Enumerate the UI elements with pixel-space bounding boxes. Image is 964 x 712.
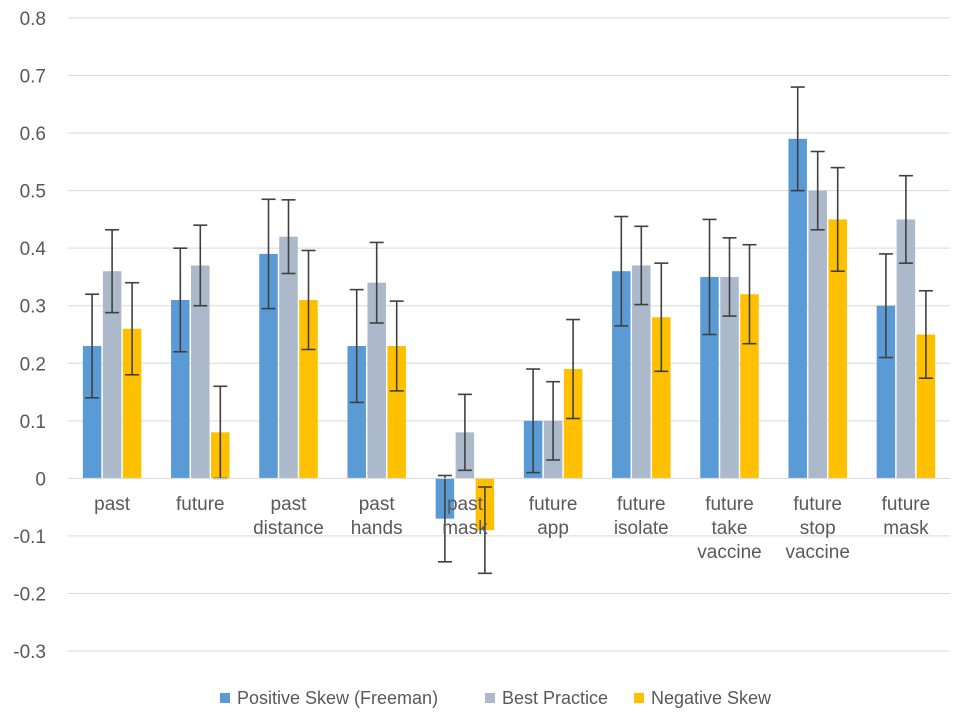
bar: [828, 219, 847, 479]
legend-label: Best Practice: [502, 688, 608, 708]
category-label: past distance: [253, 494, 324, 539]
bar: [279, 236, 298, 479]
error-bar: [349, 288, 364, 404]
error-bar: [389, 300, 404, 392]
error-bar: [437, 474, 452, 563]
error-bar: [526, 368, 541, 474]
category-labels: past future past distance past hands past mask f…: [94, 494, 930, 563]
category-label: past mask: [442, 494, 488, 539]
error-bar: [918, 289, 933, 380]
category-label: future isolate: [614, 494, 669, 539]
legend-item: Positive Skew (Freeman): [220, 688, 438, 708]
bar: [347, 346, 366, 479]
legend-label: Positive Skew (Freeman): [237, 688, 438, 708]
bar: [299, 299, 318, 479]
gridlines: [68, 17, 950, 652]
category-label: future take vaccine: [697, 494, 761, 563]
category-label: future stop vaccine: [785, 494, 849, 563]
error-bar: [810, 150, 825, 231]
error-bar: [281, 199, 296, 275]
bar: [171, 299, 190, 479]
error-bar: [878, 253, 893, 359]
y-tick-label: 0: [35, 469, 46, 490]
error-bar: [566, 318, 581, 420]
category-label: future: [176, 494, 225, 515]
legend: Positive Skew (Freeman) Best Practice Nega…: [220, 688, 772, 708]
bar: [563, 369, 583, 479]
bar: [916, 334, 936, 479]
error-bar: [125, 281, 140, 376]
bars: [82, 138, 936, 531]
bar: [896, 219, 916, 479]
error-bar: [261, 198, 276, 310]
error-bar: [105, 228, 120, 314]
y-tick-label: 0.5: [20, 182, 46, 203]
y-tick-label: 0.2: [20, 354, 46, 375]
legend-swatch: [485, 693, 495, 703]
error-bar: [790, 86, 805, 192]
y-tick-label: 0.1: [20, 412, 46, 433]
error-bar: [830, 166, 845, 273]
legend-label: Negative Skew: [651, 688, 772, 708]
error-bar: [477, 486, 492, 575]
error-bar: [614, 215, 629, 327]
bar: [82, 346, 102, 479]
bar: [612, 271, 631, 479]
category-label: future mask: [882, 494, 931, 539]
bar: [102, 271, 122, 479]
bar: [808, 190, 827, 479]
bar: [122, 328, 142, 479]
error-bar: [369, 241, 384, 324]
error-bar: [634, 225, 649, 306]
y-axis: 0.8 0.7 0.6 0.5 0.4 0.3 0.2 0.1 0 -0.1 -0.2 -0.3: [13, 9, 46, 663]
category-label: future app: [529, 494, 578, 539]
y-tick-label: 0.8: [20, 9, 46, 30]
error-bar: [546, 380, 561, 461]
bar: [876, 305, 896, 479]
error-bar: [301, 249, 316, 351]
y-tick-label: 0.4: [20, 239, 47, 260]
bar: [259, 253, 278, 479]
bar: [700, 276, 719, 479]
y-tick-label: -0.3: [13, 642, 46, 663]
legend-item: Negative Skew: [634, 688, 772, 708]
bar: [191, 265, 210, 479]
bar: [367, 282, 386, 479]
y-tick-label: -0.1: [13, 527, 46, 548]
error-bar: [85, 293, 100, 399]
error-bar: [742, 243, 757, 345]
y-tick-label: 0.6: [20, 124, 46, 145]
category-label: past hands: [351, 494, 403, 539]
bar: [652, 317, 671, 479]
error-bar: [173, 247, 188, 353]
legend-item: Best Practice: [485, 688, 608, 708]
legend-swatch: [634, 693, 644, 703]
error-bar: [722, 237, 737, 317]
y-tick-label: 0.3: [20, 297, 46, 318]
category-label: past: [94, 494, 131, 515]
error-bar: [193, 224, 208, 307]
bar: [740, 294, 759, 479]
bar: [720, 276, 739, 479]
bar: [387, 346, 406, 479]
error-bar: [702, 218, 717, 336]
bar: [788, 138, 807, 479]
y-tick-label: 0.7: [20, 67, 46, 88]
bar: [632, 265, 651, 479]
error-bar: [898, 174, 913, 264]
legend-swatch: [220, 693, 230, 703]
error-bar: [457, 393, 472, 472]
error-bar: [654, 262, 669, 373]
error-bars: [85, 86, 933, 575]
y-tick-label: -0.2: [13, 584, 46, 605]
